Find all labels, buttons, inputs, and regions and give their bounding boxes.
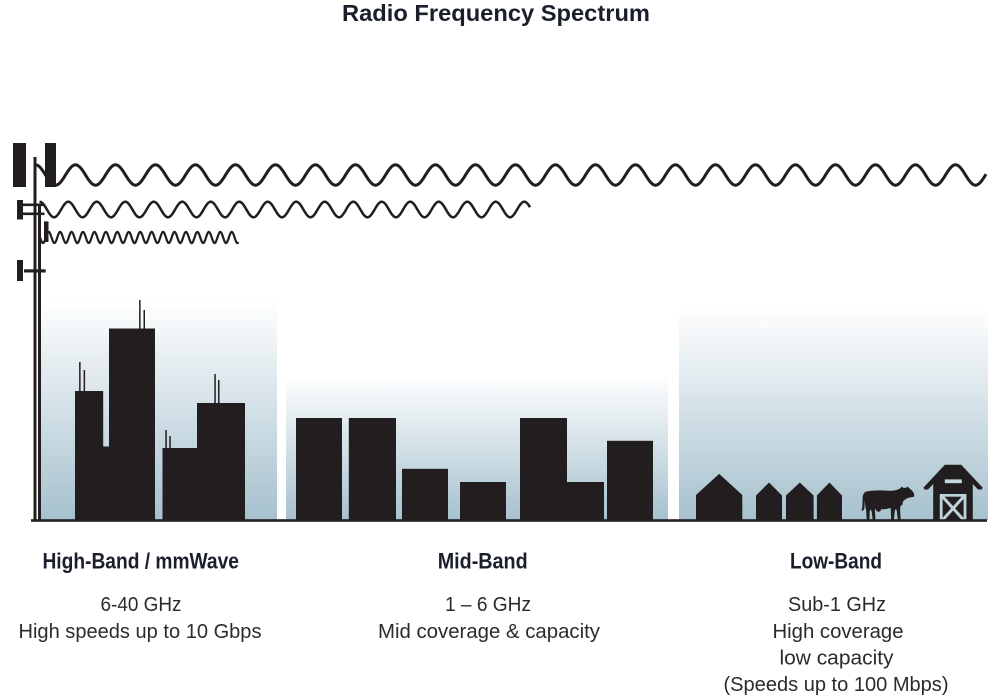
svg-text:High speeds up to 10 Gbps: High speeds up to 10 Gbps (19, 620, 262, 643)
svg-text:(Speeds up to 100 Mbps): (Speeds up to 100 Mbps) (724, 673, 949, 696)
svg-text:1 – 6 GHz: 1 – 6 GHz (445, 593, 531, 616)
svg-text:High coverage: High coverage (773, 620, 904, 643)
svg-text:High-Band / mmWave: High-Band / mmWave (42, 549, 239, 574)
svg-text:6-40 GHz: 6-40 GHz (101, 593, 182, 616)
svg-text:Radio Frequency Spectrum: Radio Frequency Spectrum (342, 0, 650, 26)
svg-text:Mid coverage & capacity: Mid coverage & capacity (378, 620, 601, 643)
svg-text:Sub-1 GHz: Sub-1 GHz (788, 593, 886, 616)
svg-text:low capacity: low capacity (780, 647, 895, 670)
svg-text:Mid-Band: Mid-Band (438, 549, 528, 574)
svg-text:Low-Band: Low-Band (790, 549, 882, 574)
